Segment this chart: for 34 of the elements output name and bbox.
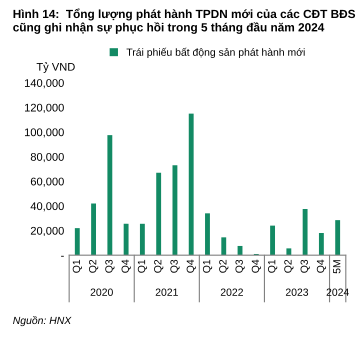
- text: Nguồn: HNX: [13, 316, 72, 326]
- x-tick-label: Q4: [122, 260, 131, 273]
- text: 2024: [326, 288, 349, 296]
- chart-title: Hình 14: Tổng lượng phát hành TPDN mới của các CĐT BĐS cũng ghi nhận sự phục hồi trong 5 tháng đầu năm 2024: [13, 8, 356, 34]
- x-tick-label: Q3: [235, 260, 245, 273]
- y-tick-label: -: [61, 256, 64, 257]
- text: 2020: [90, 288, 113, 296]
- y-tick-label: 60,000: [30, 178, 64, 187]
- y-tick-label: 20,000: [30, 226, 64, 236]
- x-tick-label: Q1: [138, 260, 148, 273]
- x-tick-label: Q4: [252, 260, 261, 273]
- x-tick-label: Q2: [88, 260, 98, 273]
- legend-label: Trái phiếu bất động sản phát hành mới: [126, 48, 305, 58]
- y-tick-label: 40,000: [30, 202, 64, 212]
- text: 2022: [220, 288, 243, 296]
- x-tick-label: Q2: [284, 260, 294, 273]
- x-tick-label: Q1: [268, 260, 278, 273]
- x-tick-label: Q2: [219, 260, 228, 273]
- x-tick-label: 5M: [333, 260, 340, 274]
- y-tick-label: 80,000: [30, 152, 64, 162]
- x-tick-label: Q1: [202, 260, 212, 273]
- y-tick-label: 140,000: [24, 79, 64, 88]
- x-tick-label: Q3: [300, 260, 310, 273]
- x-tick-label: Q4: [186, 260, 196, 273]
- x-tick-label: Q3: [170, 260, 180, 273]
- text: 2021: [156, 288, 178, 296]
- text: 2023: [286, 288, 308, 296]
- x-tick-label: Q4: [316, 260, 326, 273]
- x-tick-label: Q3: [105, 260, 115, 273]
- y-tick-label: 120,000: [24, 104, 64, 113]
- x-tick-label: Q1: [72, 260, 82, 273]
- y-axis-title: Tỷ VND: [36, 62, 75, 73]
- y-tick-label: 100,000: [24, 128, 64, 138]
- x-tick-label: Q2: [154, 260, 164, 273]
